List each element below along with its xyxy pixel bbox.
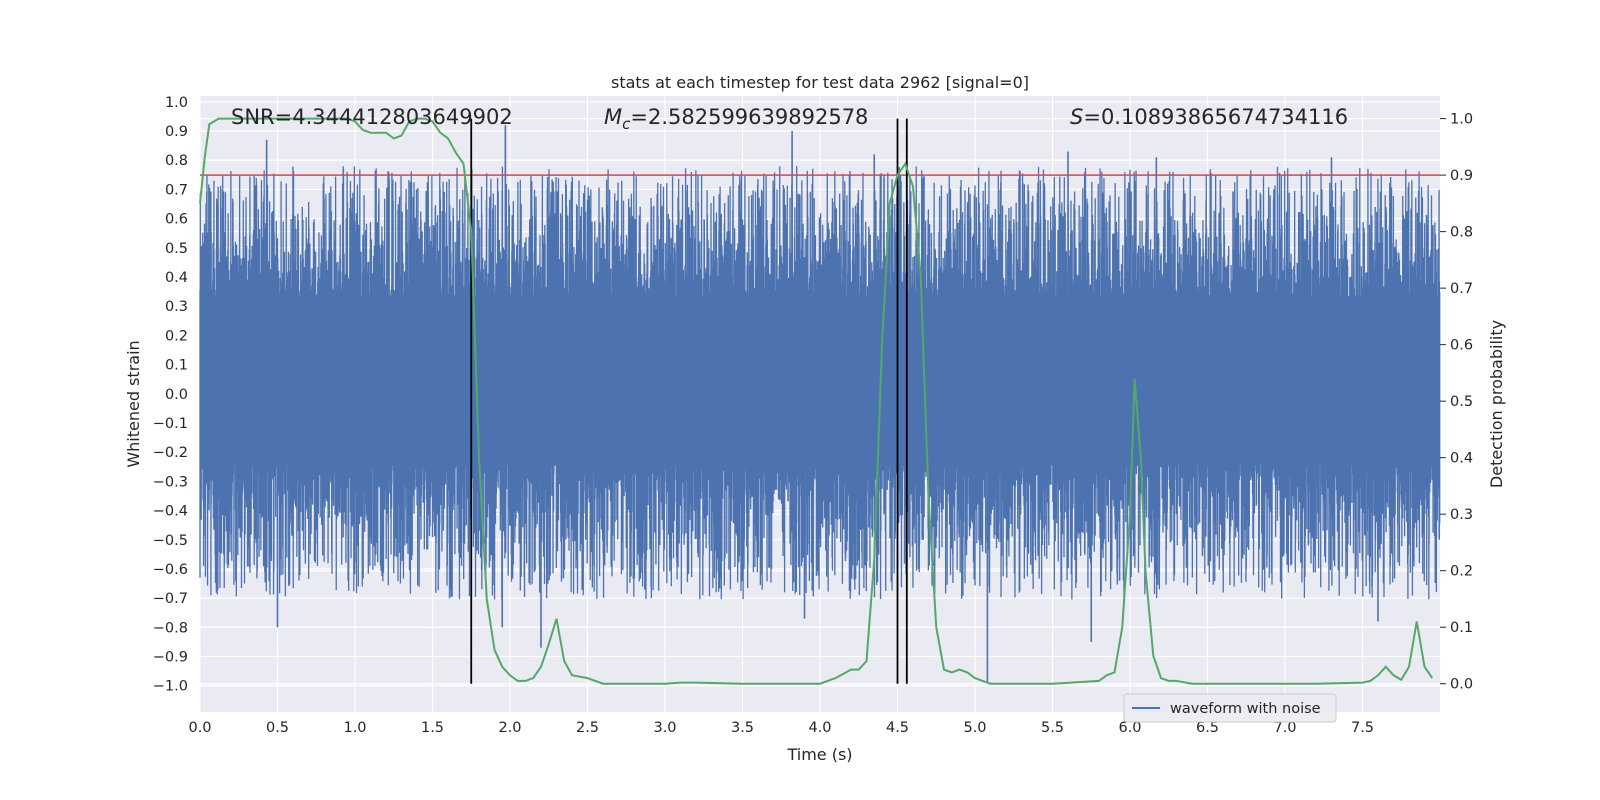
chirp-mass-value: =2.582599639892578 xyxy=(630,105,868,129)
left-tick-label: 0.3 xyxy=(165,299,188,315)
right-tick-label: 0.7 xyxy=(1450,281,1473,297)
legend-box xyxy=(1123,693,1337,723)
x-tick-label: 6.0 xyxy=(1118,720,1141,736)
x-tick-label: 3.5 xyxy=(731,720,754,736)
right-tick-label: 0.8 xyxy=(1450,225,1473,241)
left-tick-label: 0.4 xyxy=(165,270,188,286)
x-tick-label: 6.5 xyxy=(1196,720,1219,736)
legend-label: waveform with noise xyxy=(1170,701,1321,717)
right-tick-label: 0.6 xyxy=(1450,338,1473,354)
left-tick-label: 1.0 xyxy=(165,95,188,111)
left-tick-label: 0.2 xyxy=(165,328,188,344)
x-tick-label: 4.5 xyxy=(886,720,909,736)
left-tick-label: 0.5 xyxy=(165,241,188,257)
x-tick-label: 2.5 xyxy=(576,720,599,736)
left-tick-label: −0.1 xyxy=(153,416,188,432)
right-tick-label: 0.9 xyxy=(1450,168,1473,184)
left-tick-label: 0.1 xyxy=(165,358,188,374)
x-tick-label: 4.0 xyxy=(808,720,831,736)
chirp-mass-annotation: Mc=2.582599639892578 xyxy=(604,105,868,133)
event-markers xyxy=(470,118,908,684)
chirp-mass-subscript: c xyxy=(622,115,631,133)
left-tick-label: −0.8 xyxy=(153,620,188,636)
right-tick-label: 1.0 xyxy=(1450,112,1473,128)
x-tick-label: 1.5 xyxy=(421,720,444,736)
left-axis-label: Whitened strain xyxy=(124,340,143,467)
left-tick-label: −0.9 xyxy=(153,650,188,666)
left-tick-label: −1.0 xyxy=(153,679,188,695)
left-tick-label: −0.5 xyxy=(153,533,188,549)
s-value: =0.10893865674734116 xyxy=(1083,105,1348,129)
x-tick-label: 1.0 xyxy=(343,720,366,736)
right-tick-label: 0.5 xyxy=(1450,394,1473,410)
right-tick-label: 0.3 xyxy=(1450,507,1473,523)
s-symbol: S xyxy=(1070,105,1083,129)
right-tick-label: 0.0 xyxy=(1450,677,1473,693)
legend: waveform with noise xyxy=(1123,693,1337,723)
right-tick-label: 0.2 xyxy=(1450,564,1473,580)
left-axis-ticks: 1.0 0.9 0.8 0.7 0.6 0.5 0.4 0.3 0.2 0.1 0.0 −0.1 −0.… xyxy=(153,95,188,695)
waveform-spikes xyxy=(265,125,1379,683)
x-tick-label: 5.0 xyxy=(963,720,986,736)
s-annotation: S=0.10893865674734116 xyxy=(1070,105,1348,129)
chart-title: stats at each timestep for test data 296… xyxy=(611,73,1029,92)
x-tick-label: 0.5 xyxy=(266,720,289,736)
waveform-with-noise-line xyxy=(199,166,1441,600)
left-tick-label: −0.2 xyxy=(153,445,188,461)
right-tick-label: 0.4 xyxy=(1450,451,1473,467)
x-tick-label: 0.0 xyxy=(188,720,211,736)
x-axis-label: Time (s) xyxy=(786,745,852,764)
right-axis-label: Detection probability xyxy=(1487,320,1506,488)
detection-probability-points xyxy=(199,118,1433,684)
snr-annotation: SNR=4.344412803649902 xyxy=(231,105,513,129)
x-tick-label: 3.0 xyxy=(653,720,676,736)
left-tick-label: −0.3 xyxy=(153,474,188,490)
chirp-mass-symbol: M xyxy=(604,105,622,129)
left-tick-label: −0.7 xyxy=(153,591,188,607)
left-tick-label: 0.0 xyxy=(165,387,188,403)
x-tick-label: 7.5 xyxy=(1351,720,1374,736)
x-axis-ticks: 0.0 0.5 1.0 1.5 2.0 2.5 3.0 3.5 4.0 4.5 5.0 5.5 6.0 6… xyxy=(188,720,1374,736)
x-tick-label: 2.0 xyxy=(498,720,521,736)
left-tick-label: 0.9 xyxy=(165,124,188,140)
left-tick-label: 0.6 xyxy=(165,212,188,228)
right-axis-ticks: 1.0 0.9 0.8 0.7 0.6 0.5 0.4 0.3 0.2 0.1 0.0 xyxy=(1440,112,1473,693)
left-tick-label: −0.6 xyxy=(153,562,188,578)
x-tick-label: 7.0 xyxy=(1273,720,1296,736)
left-tick-label: −0.4 xyxy=(153,504,188,520)
left-tick-label: 0.7 xyxy=(165,182,188,198)
x-tick-label: 5.5 xyxy=(1041,720,1064,736)
left-tick-label: 0.8 xyxy=(165,153,188,169)
right-tick-label: 0.1 xyxy=(1450,620,1473,636)
